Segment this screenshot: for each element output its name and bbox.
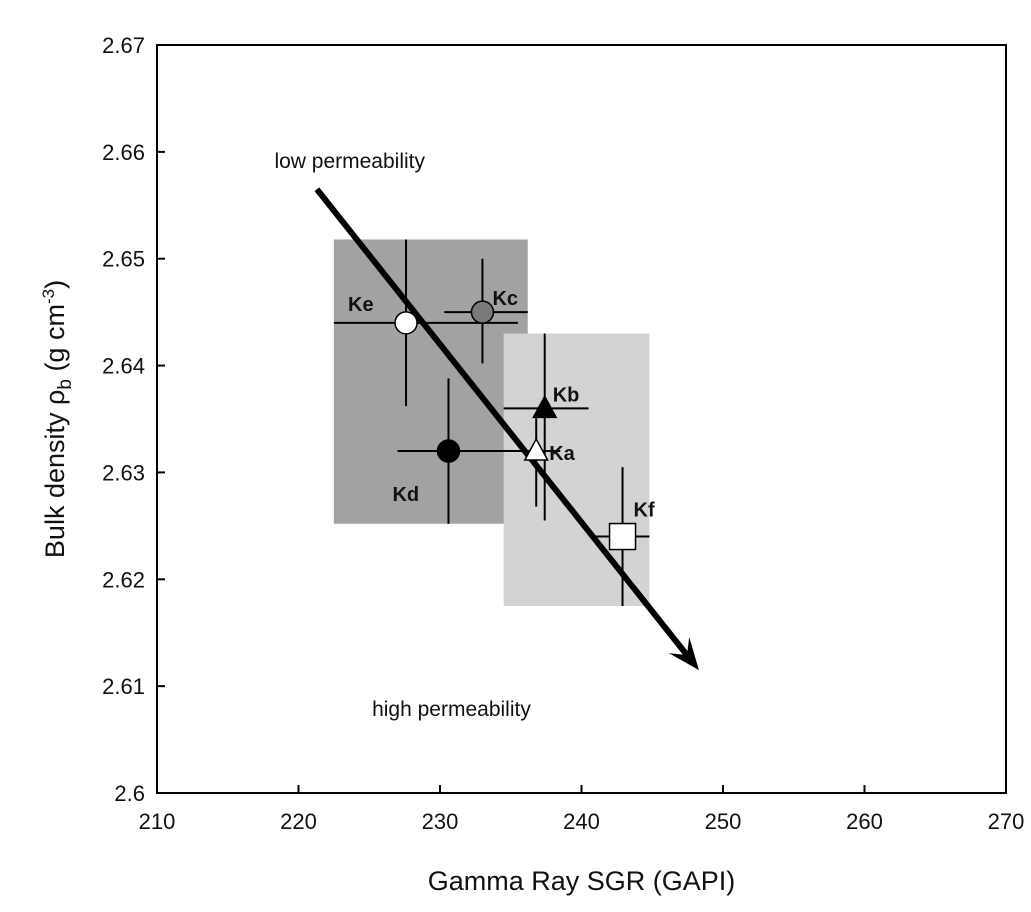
y-tick-label-6: 2.66 [102, 140, 145, 165]
y-axis-title: Bulk density ρb (g cm-3) [39, 280, 76, 558]
marker-kc [470, 300, 495, 324]
annotation-low-permeability: low permeability [274, 150, 425, 173]
trend-arrow-head [668, 636, 699, 671]
x-tick-label-220: 220 [280, 809, 317, 834]
trend-arrow-shaft [314, 187, 691, 659]
y-axis-ticks: 2.6 2.61 2.62 2.63 2.64 2.65 2.66 2.67 [102, 33, 165, 806]
marker-kf [608, 522, 637, 551]
annotation-high-permeability: high permeability [372, 698, 531, 721]
x-tick-label-260: 260 [846, 809, 883, 834]
marker-ka [523, 437, 549, 461]
point-label-kf: Kf [634, 500, 655, 522]
x-tick-label-240: 240 [563, 809, 600, 834]
point-label-ka: Ka [549, 443, 575, 465]
point-label-kd: Kd [392, 484, 419, 506]
data-points [394, 300, 637, 551]
x-axis-ticks: 210 220 230 240 250 260 270 [139, 785, 1025, 834]
point-label-kc: Kc [492, 288, 518, 310]
y-tick-label-7: 2.67 [102, 33, 145, 58]
y-tick-label-2: 2.62 [102, 567, 145, 592]
x-tick-label-250: 250 [705, 809, 742, 834]
y-tick-label-5: 2.65 [102, 247, 145, 272]
point-labels: Ke Kc Kb Ka Kd Kf [348, 288, 655, 521]
permeability-trend [314, 187, 699, 671]
region-dark-shaded [333, 239, 528, 524]
y-axis-title-unit: (g cm [40, 304, 70, 379]
x-tick-label-270: 270 [988, 809, 1025, 834]
x-tick-label-210: 210 [139, 809, 176, 834]
y-axis-title-rho: ρ [40, 390, 70, 405]
annotations: low permeability high permeability [274, 150, 531, 721]
x-tick-label-230: 230 [422, 809, 459, 834]
y-tick-label-0: 2.6 [114, 781, 145, 806]
point-label-ke: Ke [348, 294, 374, 316]
x-axis-title: Gamma Ray SGR (GAPI) [428, 866, 736, 896]
marker-ke [394, 311, 418, 335]
marker-kb [532, 394, 558, 419]
y-axis-title-main: Bulk density [40, 405, 70, 558]
y-axis-title-rho-subscript: b [55, 379, 76, 390]
y-axis-title-unit-close: ) [40, 280, 70, 289]
y-tick-label-4: 2.64 [102, 354, 145, 379]
y-axis-title-unit-exponent: -3 [39, 289, 58, 304]
region-light-shaded [503, 333, 650, 606]
shaded-regions [333, 239, 650, 606]
y-tick-label-3: 2.63 [102, 460, 145, 485]
marker-kd [436, 439, 461, 463]
point-label-kb: Kb [553, 384, 580, 406]
y-tick-label-1: 2.61 [102, 674, 145, 699]
